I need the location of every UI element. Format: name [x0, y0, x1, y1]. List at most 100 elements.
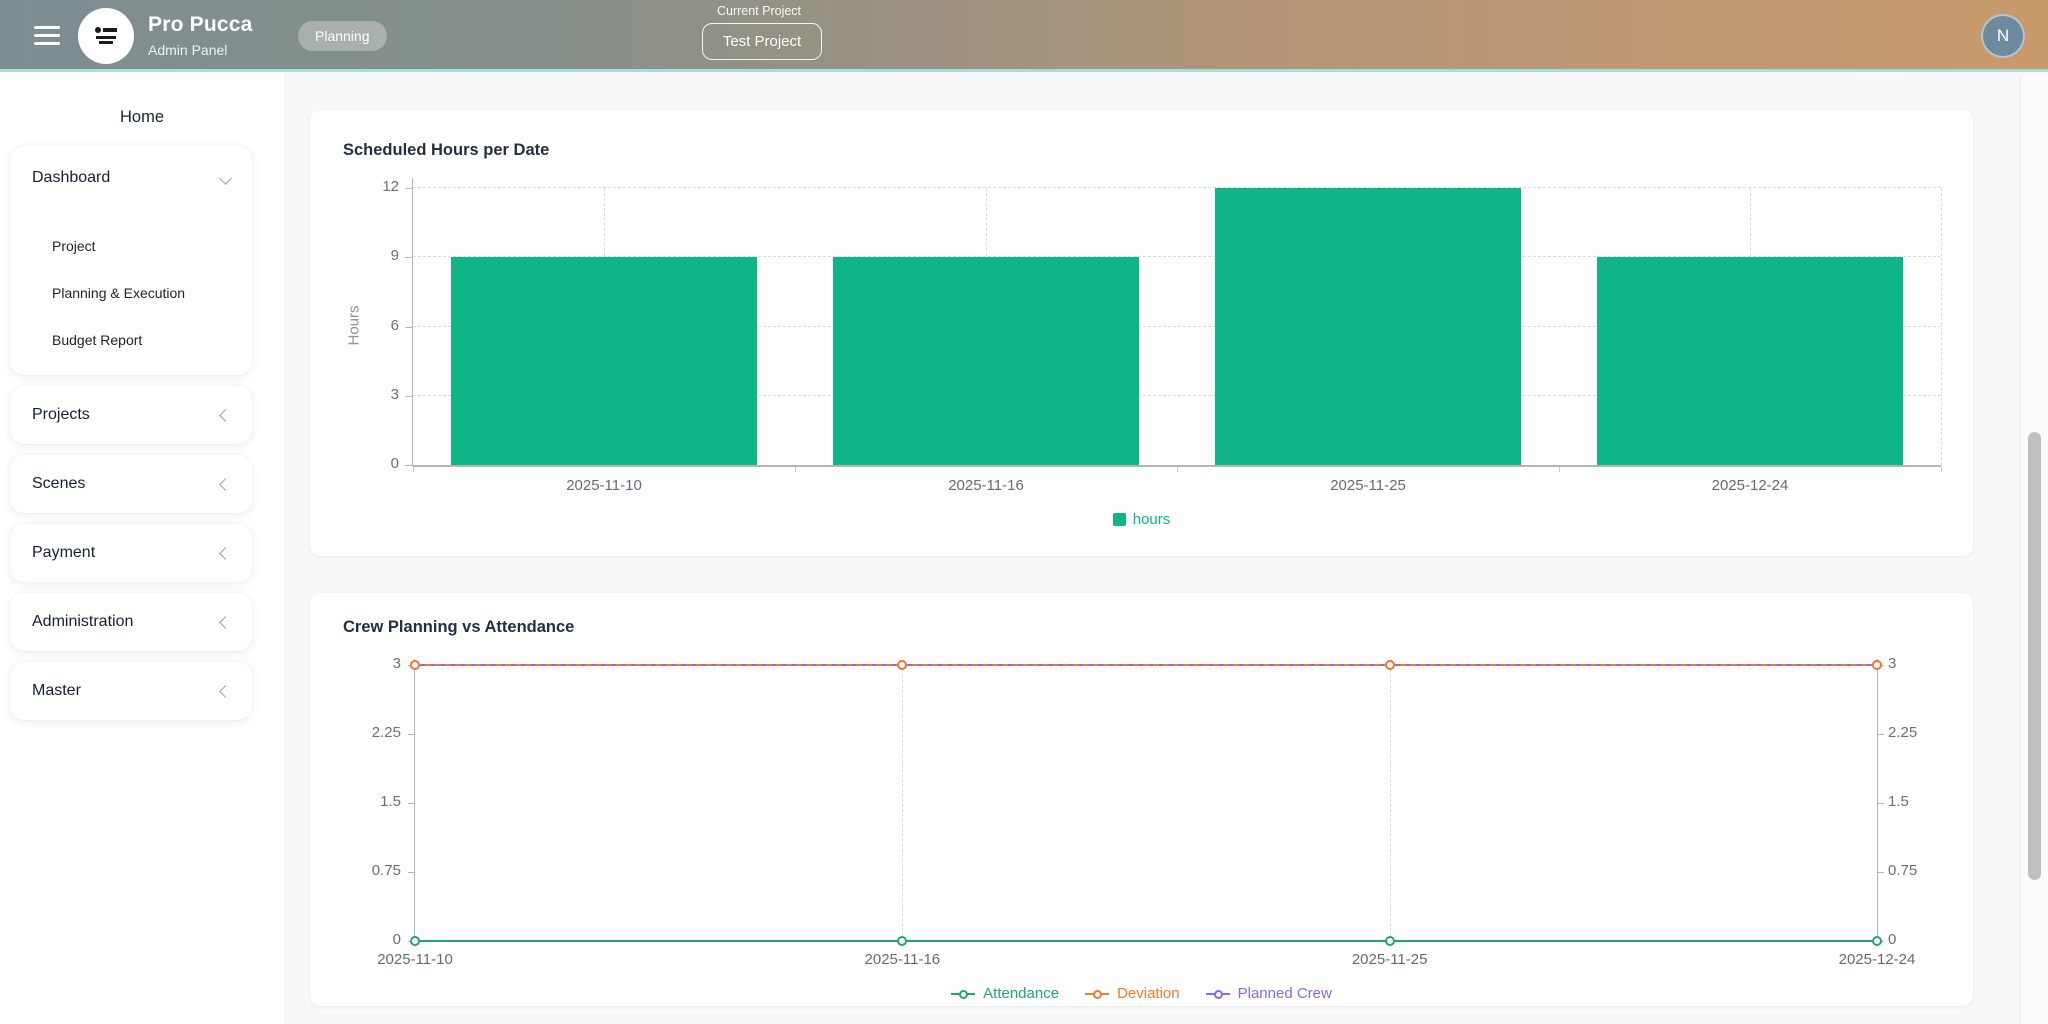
- sidebar-item-label: Projects: [32, 406, 90, 424]
- data-point-marker[interactable]: [1872, 660, 1882, 670]
- bar[interactable]: [1597, 257, 1903, 465]
- sidebar-item-label: Payment: [32, 544, 95, 562]
- logo-mark-icon: [93, 26, 119, 46]
- legend-marker-circle: [959, 990, 968, 999]
- sidebar-nav: Dashboard Project Planning & Execution B…: [10, 146, 252, 720]
- chart-title: Scheduled Hours per Date: [343, 141, 549, 160]
- y-tick-label: 3: [337, 386, 399, 403]
- x-axis-label: 2025-11-25: [1280, 951, 1500, 968]
- chevron-left-icon: [219, 409, 232, 422]
- legend-marker: [951, 989, 975, 999]
- sidebar-subitem-label: Planning & Execution: [52, 285, 185, 301]
- y-tick-label-right: 3: [1888, 655, 1954, 672]
- sidebar-item-label: Master: [32, 682, 81, 700]
- y-tick-label-right: 0.75: [1888, 862, 1954, 879]
- sidebar-item-dashboard[interactable]: Dashboard: [10, 154, 252, 202]
- x-axis-label: 2025-11-25: [1258, 477, 1478, 494]
- crew-planning-card: Crew Planning vs Attendance 000.750.751.…: [310, 593, 1973, 1006]
- series-line: [415, 940, 902, 942]
- series-line: [1390, 940, 1877, 942]
- x-axis-tick: [1941, 467, 1942, 472]
- grid-line-v: [1941, 188, 1942, 465]
- series-line: [415, 664, 902, 666]
- bar[interactable]: [833, 257, 1139, 465]
- x-axis-label: 2025-12-24: [1640, 477, 1860, 494]
- chevron-left-icon: [219, 685, 232, 698]
- y-tick-label: 9: [337, 247, 399, 264]
- current-project-button[interactable]: Test Project: [702, 23, 822, 60]
- legend: hours: [310, 511, 1973, 528]
- legend: Attendance Deviation Planned Crew: [310, 985, 1973, 1002]
- y-axis-title: Hours: [346, 275, 363, 375]
- y-axis-line-right: [1877, 659, 1878, 941]
- y-tick-label: 0: [337, 455, 399, 472]
- current-project-label: Current Project: [693, 4, 825, 18]
- y-axis-tick-right: [1877, 803, 1884, 804]
- grid-line-v: [902, 665, 903, 941]
- sidebar-item-label: Administration: [32, 613, 133, 631]
- x-axis-tick: [413, 467, 414, 472]
- app-logo: [78, 8, 134, 64]
- legend-label: Planned Crew: [1238, 985, 1332, 1002]
- y-axis-line-left: [414, 659, 415, 941]
- sidebar-group-dashboard: Dashboard Project Planning & Execution B…: [10, 146, 252, 375]
- sidebar-item-administration[interactable]: Administration: [10, 593, 252, 651]
- legend-label: hours: [1133, 511, 1171, 528]
- x-axis-tick: [1559, 467, 1560, 472]
- planning-badge: Planning: [298, 21, 387, 51]
- y-tick-label-right: 1.5: [1888, 793, 1954, 810]
- x-axis-tick: [1177, 467, 1178, 472]
- sidebar-item-budget-report[interactable]: Budget Report: [10, 316, 252, 363]
- dashboard-sub-items: Project Planning & Execution Budget Repo…: [10, 222, 252, 363]
- sidebar-subitem-label: Project: [52, 238, 96, 254]
- y-axis-tick-right: [1877, 872, 1884, 873]
- series-line: [902, 940, 1389, 942]
- x-axis-label: 2025-11-16: [876, 477, 1096, 494]
- legend-marker: [1085, 989, 1109, 999]
- bar[interactable]: [451, 257, 757, 465]
- scrollbar-track[interactable]: [2020, 75, 2048, 1024]
- data-point-marker[interactable]: [410, 936, 420, 946]
- series-line: [902, 664, 1389, 666]
- chevron-left-icon: [219, 616, 232, 629]
- y-tick-label-left: 3: [335, 655, 401, 672]
- app-titles: Pro Pucca Admin Panel: [148, 13, 253, 58]
- y-tick-label-left: 0: [335, 931, 401, 948]
- scrollbar-thumb[interactable]: [2028, 432, 2041, 880]
- sidebar-heading: Home: [0, 108, 284, 127]
- series-line: [1390, 664, 1877, 666]
- sidebar-item-label: Dashboard: [32, 169, 110, 187]
- legend-item[interactable]: Attendance: [951, 985, 1059, 1002]
- sidebar-item-planning-execution[interactable]: Planning & Execution: [10, 269, 252, 316]
- sidebar-item-payment[interactable]: Payment: [10, 524, 252, 582]
- data-point-marker[interactable]: [897, 660, 907, 670]
- y-tick-label: 12: [337, 178, 399, 195]
- bar[interactable]: [1215, 188, 1521, 465]
- x-axis-label: 2025-11-10: [305, 951, 525, 968]
- sidebar-item-projects[interactable]: Projects: [10, 386, 252, 444]
- sidebar-item-master[interactable]: Master: [10, 662, 252, 720]
- hamburger-menu-icon[interactable]: [34, 26, 60, 45]
- legend-item[interactable]: hours: [1113, 511, 1171, 528]
- sidebar-item-project[interactable]: Project: [10, 222, 252, 269]
- data-point-marker[interactable]: [410, 660, 420, 670]
- sidebar-item-label: Scenes: [32, 475, 85, 493]
- user-avatar[interactable]: N: [1981, 14, 2025, 58]
- data-point-marker[interactable]: [1385, 660, 1395, 670]
- data-point-marker[interactable]: [1385, 936, 1395, 946]
- data-point-marker[interactable]: [897, 936, 907, 946]
- data-point-marker[interactable]: [1872, 936, 1882, 946]
- legend-item[interactable]: Deviation: [1085, 985, 1180, 1002]
- x-axis-label: 2025-11-16: [792, 951, 1012, 968]
- y-axis-tick-right: [1877, 734, 1884, 735]
- legend-marker: [1206, 989, 1230, 999]
- y-tick-label-left: 2.25: [335, 724, 401, 741]
- app-subtitle: Admin Panel: [148, 42, 253, 58]
- legend-label: Attendance: [983, 985, 1059, 1002]
- sidebar-item-scenes[interactable]: Scenes: [10, 455, 252, 513]
- sidebar: Home Dashboard Project Planning & Execut…: [0, 72, 284, 1024]
- chevron-left-icon: [219, 478, 232, 491]
- legend-item[interactable]: Planned Crew: [1206, 985, 1332, 1002]
- y-tick-label-left: 1.5: [335, 793, 401, 810]
- y-axis-tick: [405, 465, 413, 466]
